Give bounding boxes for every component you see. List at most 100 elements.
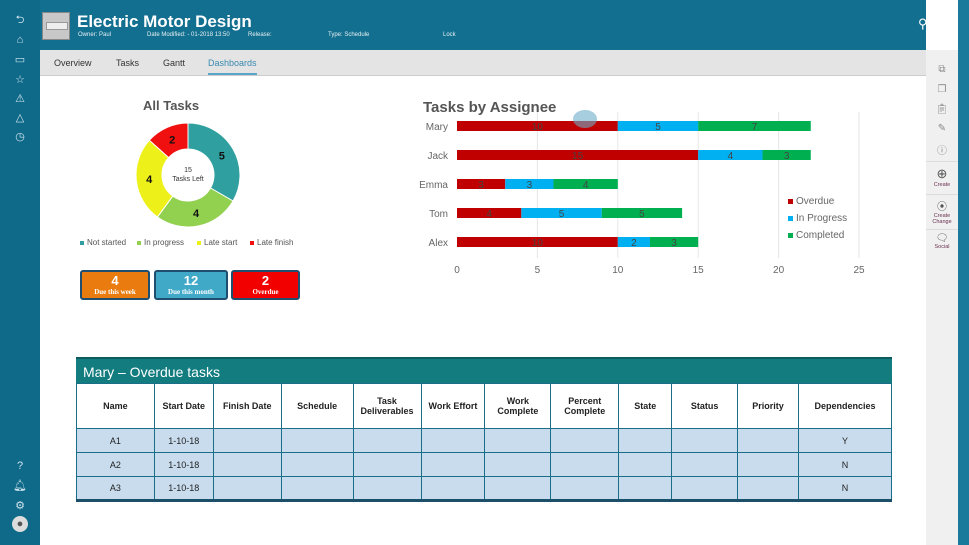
table-row[interactable]: A3 1-10-18 N [76,476,893,502]
table-cell[interactable] [420,452,486,477]
column-header[interactable]: Schedule [280,383,354,429]
history-clock-icon[interactable]: ◷ [15,131,25,143]
bar-value-label: 3 [784,151,790,162]
table-cell[interactable] [484,476,552,502]
home-icon[interactable]: ⌂ [16,34,24,46]
copy-icon[interactable]: ❐ [937,84,947,95]
column-header[interactable]: Percent Complete [550,383,620,429]
bar-completed[interactable] [762,150,811,160]
notification-bell-icon[interactable]: 🔔︎ [13,480,27,492]
table-cell[interactable] [618,428,673,453]
table-cell[interactable] [550,476,620,502]
column-header[interactable]: Work Complete [484,383,552,429]
column-header[interactable]: Start Date [153,383,214,429]
settings-gear-icon[interactable]: ⚙ [15,500,25,512]
table-cell[interactable]: 1-10-18 [153,452,214,477]
table-cell[interactable] [212,476,282,502]
bar-completed[interactable] [649,237,699,247]
open-icon[interactable]: ⧉ [938,64,946,75]
kpi-value: 2 [261,273,270,288]
table-cell[interactable] [352,428,422,453]
column-header[interactable]: Name [76,383,155,429]
table-cell[interactable]: Y [797,428,893,453]
warning-icon[interactable]: ⚠ [15,93,25,105]
table-cell[interactable] [280,476,354,502]
bar-completed[interactable] [553,179,618,189]
bar-in-progress[interactable] [698,150,763,160]
table-cell[interactable] [671,452,739,477]
table-cell[interactable] [212,452,282,477]
table-cell[interactable] [420,428,486,453]
column-header[interactable]: Work Effort [420,383,486,429]
column-header[interactable]: Task Deliverables [352,383,422,429]
back-icon[interactable]: ⮌ [15,14,25,26]
column-header[interactable]: Finish Date [212,383,282,429]
table-cell[interactable] [484,428,552,453]
legend-swatch [788,216,793,221]
changes-icon[interactable]: △ [15,112,25,124]
table-cell[interactable] [618,476,673,502]
donut-slice-late-finish[interactable] [148,122,189,159]
table-row[interactable]: A2 1-10-18 N [76,452,893,477]
table-cell[interactable] [280,428,354,453]
kpi-due-this-week[interactable]: 4 Due this week [80,270,150,300]
bar-in-progress[interactable] [617,237,650,247]
table-cell[interactable]: 1-10-18 [153,476,214,502]
column-header[interactable]: State [618,383,673,429]
bar-in-progress[interactable] [521,208,602,218]
table-cell[interactable]: N [797,452,893,477]
table-cell[interactable] [420,476,486,502]
donut-slice-not-started[interactable] [187,122,241,202]
table-cell[interactable]: A3 [76,476,155,502]
help-icon[interactable]: ? [16,460,24,472]
table-cell[interactable] [352,476,422,502]
table-cell[interactable] [550,452,620,477]
tab-tasks[interactable]: Tasks [116,58,140,68]
x-tick-label: 25 [853,265,865,276]
kpi-due-this-month[interactable]: 12 Due this month [154,270,228,300]
column-header[interactable]: Dependencies [797,383,893,429]
social-button[interactable]: 🗨︎ Social [926,233,958,250]
tab-gantt[interactable]: Gantt [163,58,186,68]
bar-overdue[interactable] [457,121,618,131]
star-icon[interactable]: ☆ [15,74,25,86]
bar-in-progress[interactable] [617,121,699,131]
bar-completed[interactable] [698,121,811,131]
table-cell[interactable]: A2 [76,452,155,477]
table-cell[interactable] [212,428,282,453]
table-cell[interactable]: 1-10-18 [153,428,214,453]
table-cell[interactable]: N [797,476,893,502]
table-cell[interactable] [550,428,620,453]
table-cell[interactable] [737,428,799,453]
info-icon[interactable]: ⓘ [937,146,947,157]
table-cell[interactable] [352,452,422,477]
bar-overdue[interactable] [457,208,522,218]
table-cell[interactable] [737,476,799,502]
bar-overdue[interactable] [457,237,618,247]
user-avatar[interactable]: ● [12,516,28,532]
table-cell[interactable] [737,452,799,477]
table-cell[interactable] [671,428,739,453]
table-cell[interactable] [618,452,673,477]
table-cell[interactable] [671,476,739,502]
create-change-button[interactable]: ⦿ Create Change [926,198,958,225]
bar-overdue[interactable] [457,179,506,189]
paste-icon[interactable]: 📋︎ [935,104,949,115]
kpi-overdue[interactable]: 2 Overdue [231,270,300,300]
table-cell[interactable] [280,452,354,477]
bar-overdue[interactable] [457,150,699,160]
tab-dashboards[interactable]: Dashboards [208,58,257,75]
bar-in-progress[interactable] [505,179,554,189]
column-header[interactable]: Priority [737,383,799,429]
edit-pencil-icon[interactable]: ✎ [937,123,947,134]
tab-overview[interactable]: Overview [54,58,92,68]
column-header[interactable]: Status [671,383,739,429]
table-row[interactable]: A1 1-10-18 Y [76,428,893,453]
bar-completed[interactable] [601,208,683,218]
create-button[interactable]: ⊕ Create [926,166,958,188]
table-cell[interactable] [484,452,552,477]
search-icon[interactable]: ⚲ [918,16,928,31]
legend-label: Overdue [796,196,835,207]
table-cell[interactable]: A1 [76,428,155,453]
inbox-icon[interactable]: ▭ [14,54,26,66]
